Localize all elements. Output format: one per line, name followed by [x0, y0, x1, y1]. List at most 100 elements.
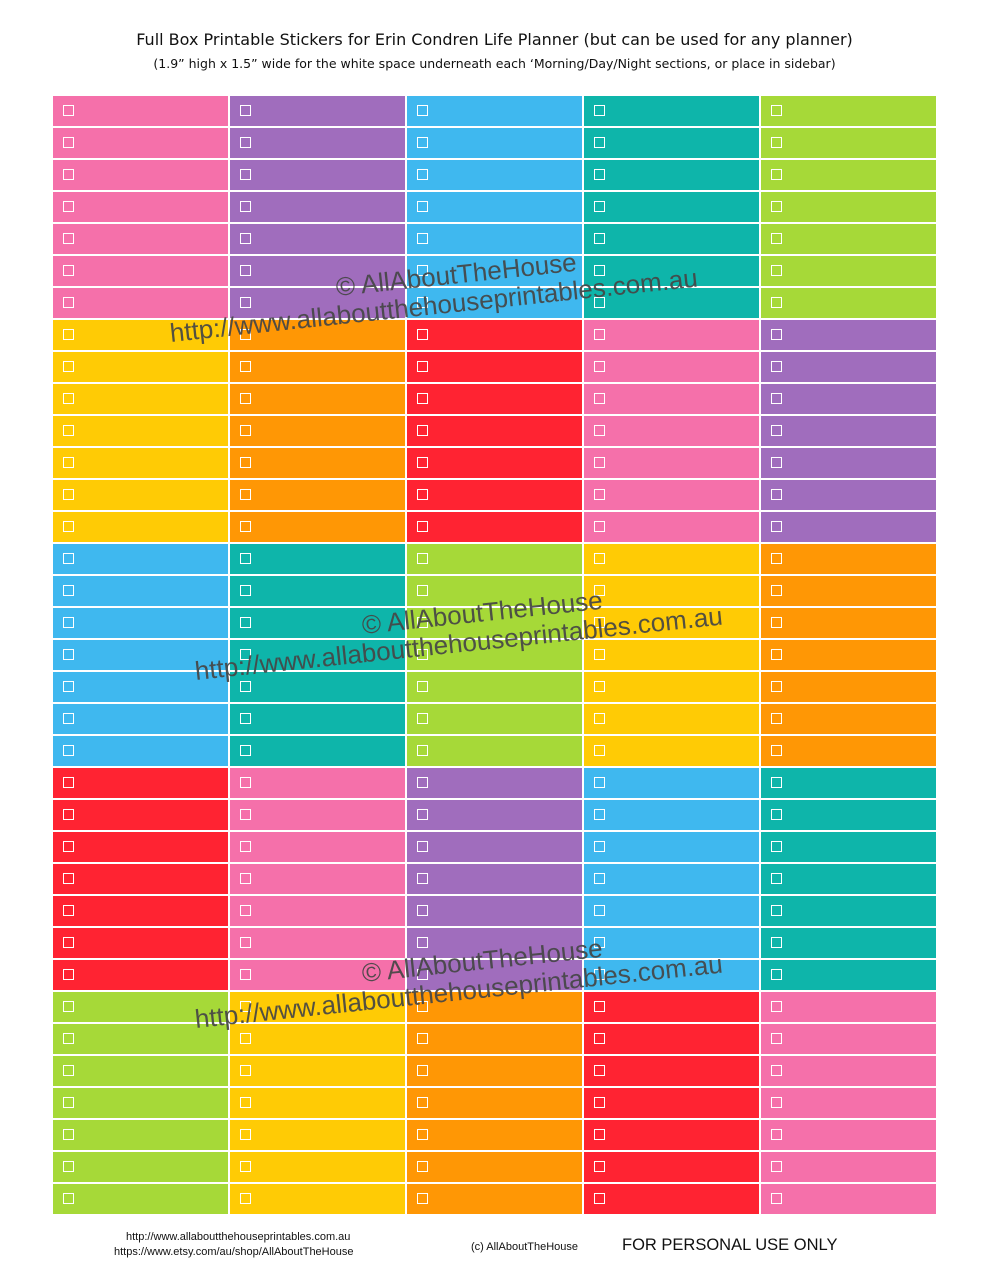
checkbox-icon — [240, 1001, 251, 1012]
checkbox-icon — [594, 1033, 605, 1044]
sticker-row — [230, 320, 405, 350]
sticker-row — [230, 256, 405, 286]
sticker-block — [584, 96, 759, 318]
sticker-block — [761, 544, 936, 766]
checkbox-icon — [63, 777, 74, 788]
checkbox-icon — [771, 425, 782, 436]
sticker-row — [53, 928, 228, 958]
checkbox-icon — [63, 1001, 74, 1012]
sticker-row — [407, 1088, 582, 1118]
sticker-row — [761, 288, 936, 318]
checkbox-icon — [771, 457, 782, 468]
sticker-row — [761, 672, 936, 702]
checkbox-icon — [63, 1161, 74, 1172]
sticker-block — [584, 768, 759, 990]
checkbox-icon — [594, 489, 605, 500]
checkbox-icon — [417, 1097, 428, 1108]
checkbox-icon — [417, 393, 428, 404]
sticker-row — [53, 608, 228, 638]
checkbox-icon — [771, 713, 782, 724]
sticker-row — [407, 480, 582, 510]
sticker-row — [53, 896, 228, 926]
checkbox-icon — [63, 937, 74, 948]
sticker-row — [53, 992, 228, 1022]
sticker-row — [584, 1152, 759, 1182]
sticker-row — [584, 1120, 759, 1150]
sticker-row — [407, 544, 582, 574]
checkbox-icon — [771, 745, 782, 756]
checkbox-icon — [594, 329, 605, 340]
sticker-block — [407, 992, 582, 1214]
sticker-block — [761, 768, 936, 990]
checkbox-icon — [594, 1129, 605, 1140]
sticker-row — [53, 1120, 228, 1150]
sticker-row — [584, 416, 759, 446]
sticker-row — [53, 128, 228, 158]
checkbox-icon — [771, 1193, 782, 1204]
checkbox-icon — [240, 1033, 251, 1044]
sticker-row — [761, 320, 936, 350]
checkbox-icon — [417, 937, 428, 948]
sticker-row — [761, 128, 936, 158]
checkbox-icon — [63, 1097, 74, 1108]
sticker-row — [53, 736, 228, 766]
checkbox-icon — [240, 1129, 251, 1140]
sticker-row — [230, 736, 405, 766]
sticker-row — [584, 640, 759, 670]
sticker-row — [230, 224, 405, 254]
checkbox-icon — [417, 489, 428, 500]
sticker-row — [584, 192, 759, 222]
checkbox-icon — [240, 393, 251, 404]
sticker-row — [761, 96, 936, 126]
checkbox-icon — [594, 745, 605, 756]
sticker-row — [53, 1184, 228, 1214]
sticker-row — [230, 288, 405, 318]
checkbox-icon — [594, 713, 605, 724]
sticker-row — [230, 1056, 405, 1086]
sticker-row — [584, 1184, 759, 1214]
sticker-row — [584, 288, 759, 318]
checkbox-icon — [240, 329, 251, 340]
checkbox-icon — [771, 1033, 782, 1044]
checkbox-icon — [417, 713, 428, 724]
checkbox-icon — [771, 649, 782, 660]
sticker-row — [53, 160, 228, 190]
sticker-row — [407, 672, 582, 702]
sticker-row — [53, 320, 228, 350]
sticker-row — [584, 320, 759, 350]
checkbox-icon — [240, 201, 251, 212]
sticker-row — [230, 1088, 405, 1118]
sticker-row — [761, 800, 936, 830]
checkbox-icon — [771, 809, 782, 820]
checkbox-icon — [63, 233, 74, 244]
sticker-row — [230, 928, 405, 958]
sticker-row — [407, 1120, 582, 1150]
sticker-row — [53, 1152, 228, 1182]
checkbox-icon — [771, 201, 782, 212]
checkbox-icon — [594, 809, 605, 820]
sticker-row — [761, 1152, 936, 1182]
sticker-row — [584, 352, 759, 382]
sticker-row — [407, 256, 582, 286]
checkbox-icon — [417, 809, 428, 820]
checkbox-icon — [771, 1065, 782, 1076]
checkbox-icon — [417, 201, 428, 212]
sticker-row — [53, 256, 228, 286]
sticker-row — [53, 768, 228, 798]
checkbox-icon — [63, 1065, 74, 1076]
sticker-row — [584, 96, 759, 126]
sticker-row — [584, 1056, 759, 1086]
sticker-block — [407, 544, 582, 766]
checkbox-icon — [594, 681, 605, 692]
sticker-row — [407, 448, 582, 478]
checkbox-icon — [594, 393, 605, 404]
sticker-row — [584, 608, 759, 638]
checkbox-icon — [417, 841, 428, 852]
checkbox-icon — [417, 905, 428, 916]
sticker-block — [53, 96, 228, 318]
sticker-row — [407, 96, 582, 126]
sticker-row — [761, 608, 936, 638]
sticker-row — [761, 448, 936, 478]
sticker-row — [230, 1152, 405, 1182]
checkbox-icon — [63, 873, 74, 884]
